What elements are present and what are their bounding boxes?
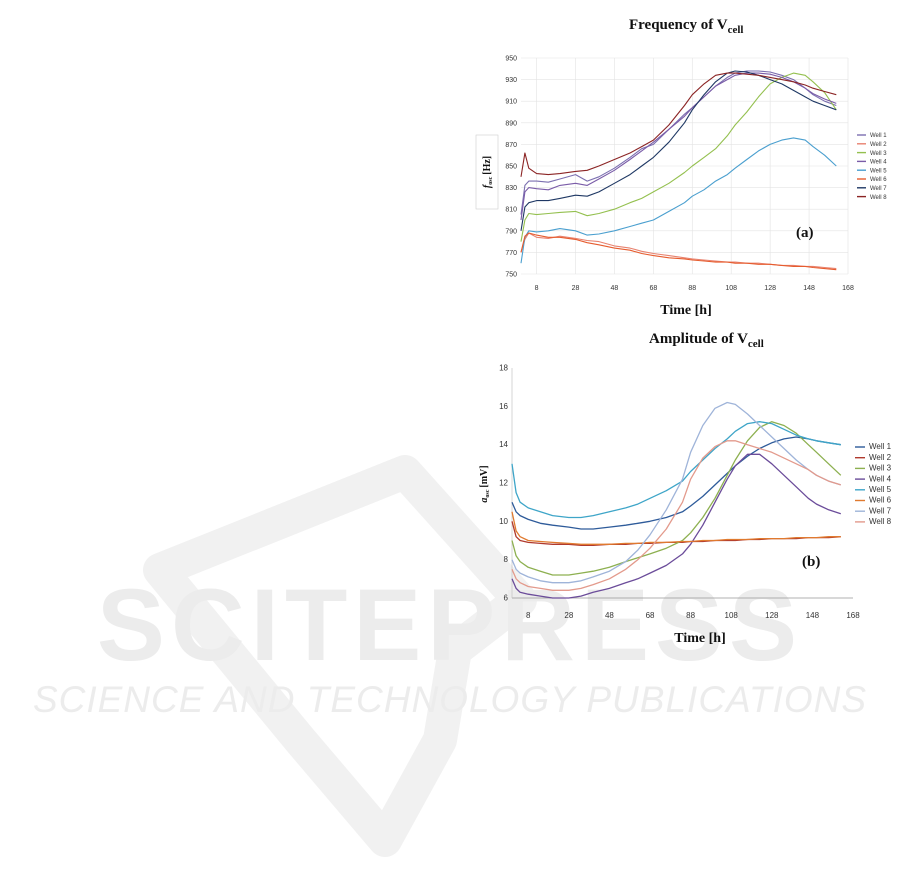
chart-a-legend-label-8: Well 8 xyxy=(870,195,887,201)
chart-b-y-axis-label: aosc [mV] xyxy=(479,465,491,502)
chart-a-y-axis-label-sub: osc xyxy=(488,176,494,184)
chart-a-y-ticks: 750 770 790 810 830 850 870 890 910 930 950 xyxy=(505,56,517,279)
chart-b-y-tick-label: 16 xyxy=(499,402,508,411)
chart-b-title-sub: cell xyxy=(747,338,764,350)
chart-a-y-axis-label-main: f xyxy=(482,183,493,188)
chart-a-series-line-6 xyxy=(520,232,837,271)
chart-a-x-ticks: 8 28 48 68 88 108 128 148 168 xyxy=(535,285,854,292)
chart-b-x-tick-label: 148 xyxy=(806,611,820,620)
chart-b-y-tick-label: 8 xyxy=(504,555,509,564)
watermark-logo-shape xyxy=(143,455,537,857)
chart-b-legend-label-1: Well 1 xyxy=(869,442,892,451)
chart-a-legend-label-7: Well 7 xyxy=(870,186,887,192)
chart-a-series-line-5 xyxy=(520,137,837,264)
chart-b-y-axis-label-main: a xyxy=(479,498,490,503)
chart-b-y-axis-label-unit: [mV] xyxy=(479,465,490,487)
chart-a-x-tick-label: 48 xyxy=(611,285,619,292)
chart-a-series-line-1 xyxy=(520,70,837,215)
chart-a-y-tick-label: 830 xyxy=(505,185,517,192)
chart-a-x-tick-label: 168 xyxy=(842,285,854,292)
chart-b-x-ticks: 8 28 48 68 88 108 128 148 168 xyxy=(526,611,860,620)
chart-a-x-tick-label: 88 xyxy=(688,285,696,292)
chart-a-series-line-8 xyxy=(520,72,837,177)
chart-a-title-main: Frequency of V xyxy=(629,17,728,33)
chart-b-x-tick-label: 28 xyxy=(564,611,573,620)
watermark-brand-text: SCITEPRESS xyxy=(97,568,803,682)
chart-a-panel-tag: (a) xyxy=(796,225,814,241)
chart-a-x-tick-label: 128 xyxy=(764,285,776,292)
chart-b-title: Amplitude of Vcell xyxy=(649,331,764,350)
chart-b-series-line-7 xyxy=(511,401,841,584)
chart-b-legend-label-3: Well 3 xyxy=(869,464,892,473)
chart-a-y-tick-label: 870 xyxy=(505,142,517,149)
chart-b-x-tick-label: 8 xyxy=(526,611,531,620)
chart-a-y-tick-label: 930 xyxy=(505,77,517,84)
chart-b-legend-label-2: Well 2 xyxy=(869,453,892,462)
chart-a-x-tick-label: 68 xyxy=(649,285,657,292)
chart-a-series-line-4 xyxy=(520,72,837,221)
chart-b-y-tick-label: 10 xyxy=(499,517,508,526)
chart-b-x-tick-label: 68 xyxy=(646,611,655,620)
chart-b-title-main: Amplitude of V xyxy=(649,331,748,347)
chart-a-series-line-3 xyxy=(520,72,837,242)
chart-a-y-tick-label: 750 xyxy=(505,272,517,279)
chart-b-series-line-8 xyxy=(511,440,841,591)
chart-a-y-tick-label: 790 xyxy=(505,228,517,235)
watermark-tagline-text: SCIENCE AND TECHNOLOGY PUBLICATIONS xyxy=(33,679,867,720)
chart-a-series-line-7 xyxy=(520,70,837,231)
chart-b-panel-tag: (b) xyxy=(802,554,820,570)
chart-a-legend: Well 1 Well 2 Well 3 Well 4 Well 5 Well 6 Well… xyxy=(857,133,887,201)
chart-a-y-axis-label-unit: [Hz] xyxy=(482,156,493,175)
chart-a-y-tick-label: 910 xyxy=(505,99,517,106)
chart-b-legend-label-4: Well 4 xyxy=(869,474,892,483)
chart-a-x-tick-label: 148 xyxy=(803,285,815,292)
chart-a-y-tick-label: 810 xyxy=(505,207,517,214)
chart-a-legend-label-6: Well 6 xyxy=(870,177,887,183)
chart-a-y-tick-label: 950 xyxy=(505,56,517,63)
chart-a-y-tick-label: 890 xyxy=(505,120,517,127)
chart-b-legend-label-5: Well 5 xyxy=(869,485,892,494)
chart-b-legend-label-6: Well 6 xyxy=(869,496,892,505)
chart-a-x-tick-label: 28 xyxy=(572,285,580,292)
chart-a-y-tick-label: 850 xyxy=(505,164,517,171)
chart-a-legend-label-3: Well 3 xyxy=(870,151,887,157)
chart-b-series-line-6 xyxy=(511,511,841,545)
chart-b-y-ticks: 6 8 10 12 14 16 18 xyxy=(499,364,508,603)
chart-a-title: Frequency of Vcell xyxy=(629,17,744,36)
chart-a-legend-label-4: Well 4 xyxy=(870,160,887,166)
chart-a-legend-label-5: Well 5 xyxy=(870,168,887,174)
chart-b-x-tick-label: 48 xyxy=(605,611,614,620)
chart-b-x-axis-label: Time [h] xyxy=(674,631,725,646)
chart-a-y-tick-label: 770 xyxy=(505,250,517,257)
chart-a-frame xyxy=(475,134,499,210)
chart-b-series-line-3 xyxy=(511,421,842,576)
chart-b-y-tick-label: 18 xyxy=(499,364,508,373)
chart-a-series-group xyxy=(520,70,837,271)
chart-b-x-tick-label: 88 xyxy=(686,611,695,620)
chart-b-y-tick-label: 12 xyxy=(499,479,508,488)
chart-b-series-group xyxy=(511,401,842,599)
chart-a-x-tick-label: 8 xyxy=(535,285,539,292)
chart-b-series-line-5 xyxy=(511,421,841,519)
chart-a-legend-label-1: Well 1 xyxy=(870,133,887,139)
chart-b-x-tick-label: 128 xyxy=(765,611,779,620)
chart-b-x-tick-label: 108 xyxy=(725,611,739,620)
chart-b-legend-label-8: Well 8 xyxy=(869,517,892,526)
chart-a-x-axis-label: Time [h] xyxy=(660,303,711,318)
chart-a-title-sub: cell xyxy=(727,24,744,36)
chart-a-x-tick-label: 108 xyxy=(725,285,737,292)
chart-b-y-axis-label-sub: osc xyxy=(485,489,491,497)
chart-b-y-tick-label: 14 xyxy=(499,440,508,449)
chart-a-y-axis-label: fosc[Hz] xyxy=(482,156,494,188)
chart-b-y-tick-label: 6 xyxy=(504,594,509,603)
chart-b-series-line-4 xyxy=(511,453,841,599)
chart-a-legend-label-2: Well 2 xyxy=(870,142,887,148)
chart-b-series-line-1 xyxy=(511,436,841,530)
chart-b-x-tick-label: 168 xyxy=(846,611,860,620)
chart-b-legend-label-7: Well 7 xyxy=(869,506,892,515)
